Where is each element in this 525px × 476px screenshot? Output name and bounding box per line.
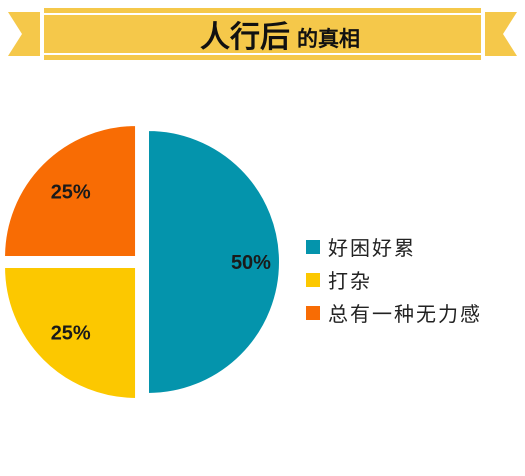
pie-slice-chores (3, 265, 138, 400)
banner-title-sub: 的真相 (297, 27, 360, 51)
legend-item-powerless: 总有一种无力感 (306, 302, 482, 326)
slice-label-tired: 50% (231, 252, 271, 274)
title-banner: 人行后 的真相 (8, 8, 517, 60)
pie-slice-powerless (3, 124, 138, 259)
banner-right-tail (485, 12, 517, 56)
legend-swatch (306, 273, 320, 287)
legend-item-chores: 打杂 (306, 269, 372, 293)
banner-body (44, 8, 481, 60)
banner-left-tail (8, 12, 40, 56)
legend-item-tired: 好困好累 (306, 236, 416, 260)
banner-title-main: 人行后 (200, 20, 290, 55)
slice-label-powerless: 25% (51, 182, 91, 204)
slice-label-chores: 25% (51, 322, 91, 344)
pie-slice-tired (147, 128, 281, 396)
legend-swatch (306, 306, 320, 320)
legend-swatch (306, 240, 320, 254)
legend-label: 打杂 (328, 269, 372, 293)
pie-chart: 50% 25% 25% (3, 124, 281, 400)
legend-label: 好困好累 (328, 236, 416, 260)
legend-label: 总有一种无力感 (328, 302, 482, 326)
